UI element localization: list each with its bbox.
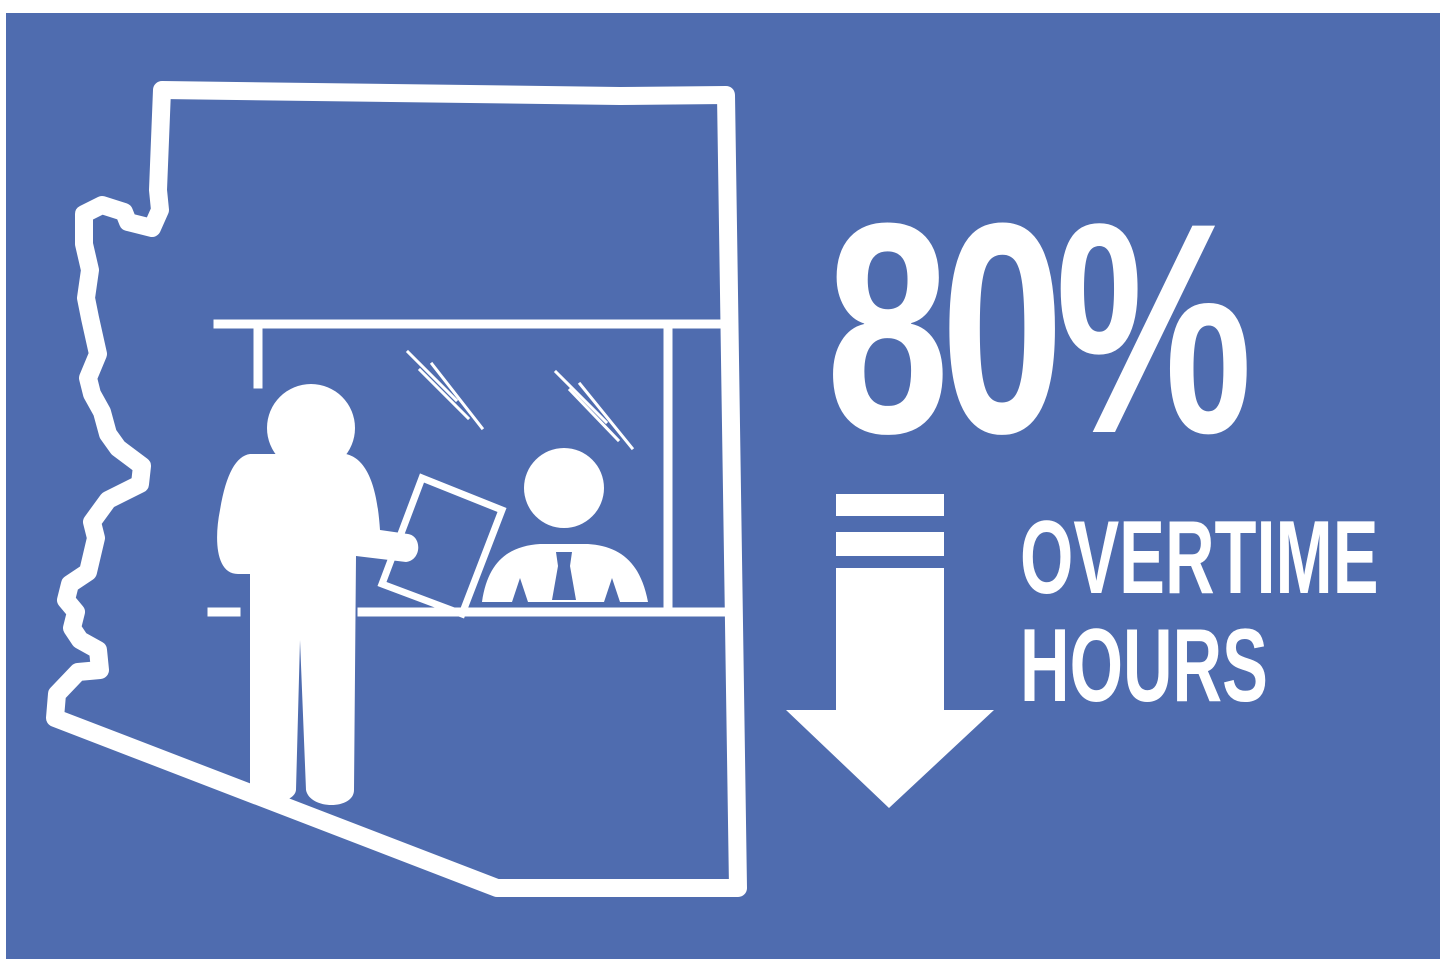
clerk-icon bbox=[482, 448, 648, 602]
arizona-state-outline-icon bbox=[46, 81, 747, 897]
percentage-stat: 80% bbox=[826, 160, 1253, 496]
decrease-arrow-icon bbox=[786, 494, 994, 808]
stat-label-line-2: HOURS bbox=[1020, 608, 1268, 724]
service-counter-icon bbox=[207, 319, 727, 617]
customer-with-document-icon bbox=[217, 384, 507, 805]
stat-label-line-1: OVERTIME bbox=[1020, 500, 1379, 616]
